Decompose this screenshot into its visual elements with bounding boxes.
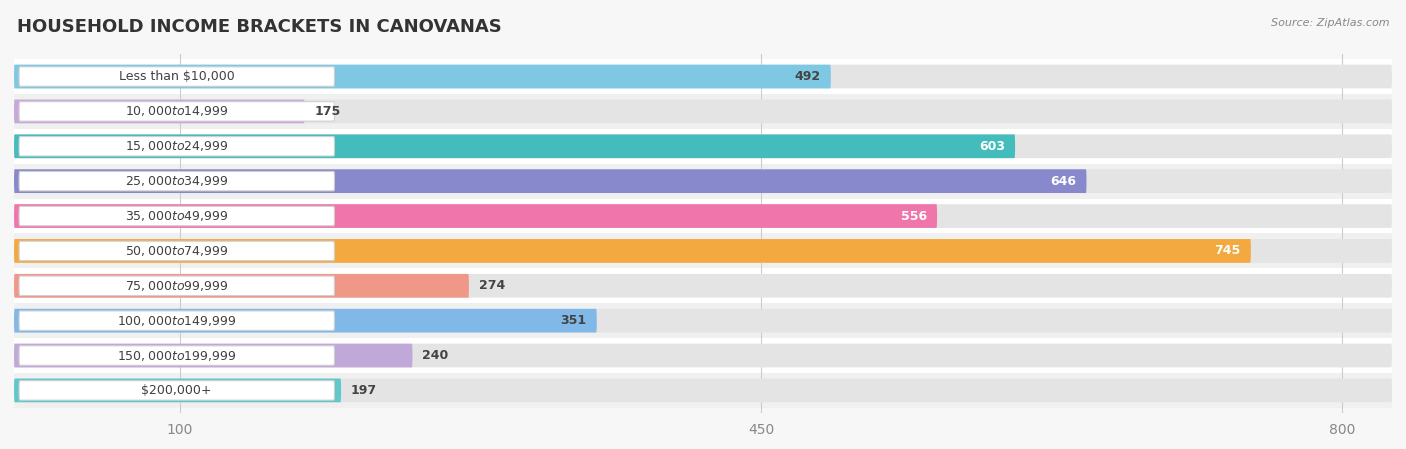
- FancyBboxPatch shape: [20, 381, 335, 400]
- FancyBboxPatch shape: [20, 276, 335, 295]
- FancyBboxPatch shape: [20, 241, 335, 260]
- FancyBboxPatch shape: [20, 311, 335, 330]
- Text: Less than $10,000: Less than $10,000: [120, 70, 235, 83]
- FancyBboxPatch shape: [14, 169, 1087, 193]
- Text: $25,000 to $34,999: $25,000 to $34,999: [125, 174, 229, 188]
- FancyBboxPatch shape: [14, 65, 831, 88]
- Text: 745: 745: [1215, 244, 1241, 257]
- FancyBboxPatch shape: [14, 343, 1392, 367]
- FancyBboxPatch shape: [14, 100, 305, 123]
- FancyBboxPatch shape: [14, 274, 470, 298]
- FancyBboxPatch shape: [14, 100, 1392, 123]
- Text: $150,000 to $199,999: $150,000 to $199,999: [117, 348, 236, 362]
- Text: $10,000 to $14,999: $10,000 to $14,999: [125, 105, 229, 119]
- FancyBboxPatch shape: [14, 204, 1392, 228]
- FancyBboxPatch shape: [14, 204, 936, 228]
- FancyBboxPatch shape: [14, 65, 1392, 88]
- Bar: [14, 303, 1392, 338]
- Text: $35,000 to $49,999: $35,000 to $49,999: [125, 209, 229, 223]
- Bar: [14, 233, 1392, 269]
- FancyBboxPatch shape: [14, 169, 1392, 193]
- Text: $50,000 to $74,999: $50,000 to $74,999: [125, 244, 229, 258]
- FancyBboxPatch shape: [14, 309, 596, 333]
- FancyBboxPatch shape: [20, 102, 335, 121]
- Bar: [14, 94, 1392, 129]
- Bar: [14, 338, 1392, 373]
- Text: $200,000+: $200,000+: [142, 384, 212, 397]
- Text: $100,000 to $149,999: $100,000 to $149,999: [117, 314, 236, 328]
- FancyBboxPatch shape: [20, 67, 335, 86]
- Text: 646: 646: [1050, 175, 1077, 188]
- Text: $15,000 to $24,999: $15,000 to $24,999: [125, 139, 229, 153]
- FancyBboxPatch shape: [20, 136, 335, 156]
- Text: HOUSEHOLD INCOME BRACKETS IN CANOVANAS: HOUSEHOLD INCOME BRACKETS IN CANOVANAS: [17, 18, 502, 36]
- Text: 240: 240: [422, 349, 449, 362]
- FancyBboxPatch shape: [20, 346, 335, 365]
- Text: 197: 197: [352, 384, 377, 397]
- Text: 274: 274: [479, 279, 505, 292]
- Text: 351: 351: [561, 314, 586, 327]
- Bar: [14, 59, 1392, 94]
- FancyBboxPatch shape: [14, 239, 1251, 263]
- FancyBboxPatch shape: [14, 134, 1392, 158]
- Bar: [14, 164, 1392, 198]
- Bar: [14, 129, 1392, 164]
- FancyBboxPatch shape: [14, 309, 1392, 333]
- Text: 175: 175: [315, 105, 340, 118]
- FancyBboxPatch shape: [14, 343, 412, 367]
- FancyBboxPatch shape: [14, 379, 1392, 402]
- Bar: [14, 373, 1392, 408]
- FancyBboxPatch shape: [14, 239, 1392, 263]
- Text: 556: 556: [901, 210, 927, 223]
- Text: $75,000 to $99,999: $75,000 to $99,999: [125, 279, 229, 293]
- Bar: [14, 269, 1392, 303]
- Text: Source: ZipAtlas.com: Source: ZipAtlas.com: [1271, 18, 1389, 28]
- FancyBboxPatch shape: [14, 134, 1015, 158]
- Text: 603: 603: [979, 140, 1005, 153]
- FancyBboxPatch shape: [20, 207, 335, 226]
- FancyBboxPatch shape: [14, 379, 342, 402]
- FancyBboxPatch shape: [20, 172, 335, 191]
- Text: 492: 492: [794, 70, 821, 83]
- FancyBboxPatch shape: [14, 274, 1392, 298]
- Bar: [14, 198, 1392, 233]
